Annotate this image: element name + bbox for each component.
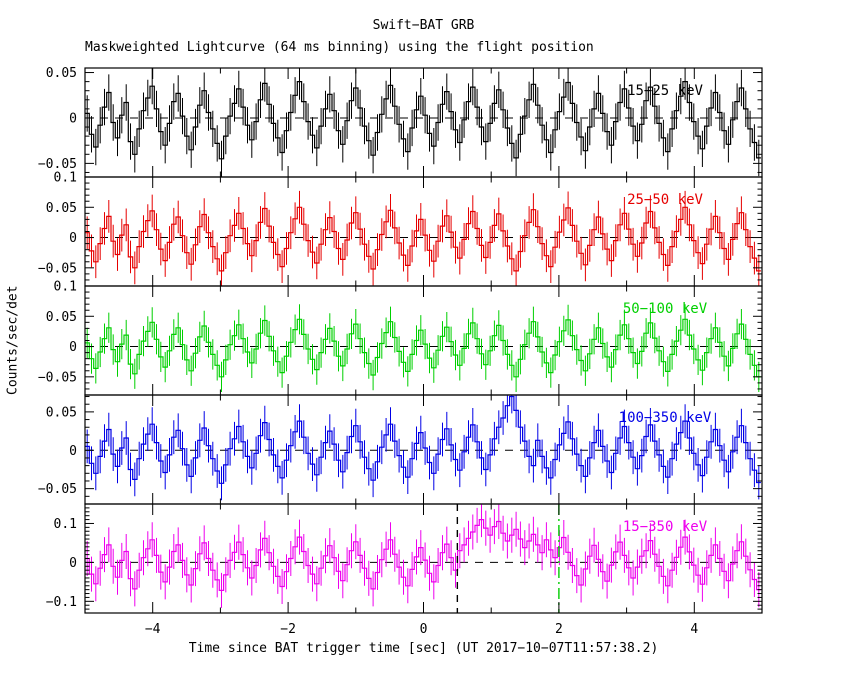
svg-text:0.1: 0.1 — [54, 517, 77, 532]
svg-text:−2: −2 — [280, 622, 296, 637]
svg-text:0.05: 0.05 — [46, 405, 77, 420]
svg-text:0.05: 0.05 — [46, 201, 77, 216]
svg-text:100−350 keV: 100−350 keV — [619, 410, 712, 426]
svg-text:−0.05: −0.05 — [38, 482, 77, 497]
figure-subtitle: Maskweighted Lightcurve (64 ms binning) … — [85, 40, 594, 55]
svg-text:0: 0 — [69, 111, 77, 126]
svg-text:0: 0 — [69, 340, 77, 355]
svg-text:0.1: 0.1 — [54, 280, 77, 295]
svg-text:0: 0 — [69, 556, 77, 571]
svg-text:50−100 keV: 50−100 keV — [623, 301, 708, 317]
svg-text:−0.05: −0.05 — [38, 370, 77, 385]
svg-text:0: 0 — [69, 444, 77, 459]
svg-text:−4: −4 — [145, 622, 161, 637]
svg-text:−0.1: −0.1 — [46, 595, 77, 610]
svg-text:0.1: 0.1 — [54, 171, 77, 186]
svg-text:0.05: 0.05 — [46, 310, 77, 325]
svg-text:0: 0 — [420, 622, 428, 637]
svg-text:−0.05: −0.05 — [38, 261, 77, 276]
svg-text:15−25 keV: 15−25 keV — [627, 83, 703, 99]
svg-text:−0.05: −0.05 — [38, 157, 77, 172]
svg-text:15−350 keV: 15−350 keV — [623, 519, 708, 535]
x-axis-label: Time since BAT trigger time [sec] (UT 20… — [188, 641, 659, 656]
svg-text:0.05: 0.05 — [46, 66, 77, 81]
svg-text:0: 0 — [69, 231, 77, 246]
figure-title: Swift−BAT GRB — [372, 18, 475, 33]
svg-text:4: 4 — [690, 622, 698, 637]
svg-text:25−50 keV: 25−50 keV — [627, 192, 703, 208]
svg-text:2: 2 — [555, 622, 563, 637]
